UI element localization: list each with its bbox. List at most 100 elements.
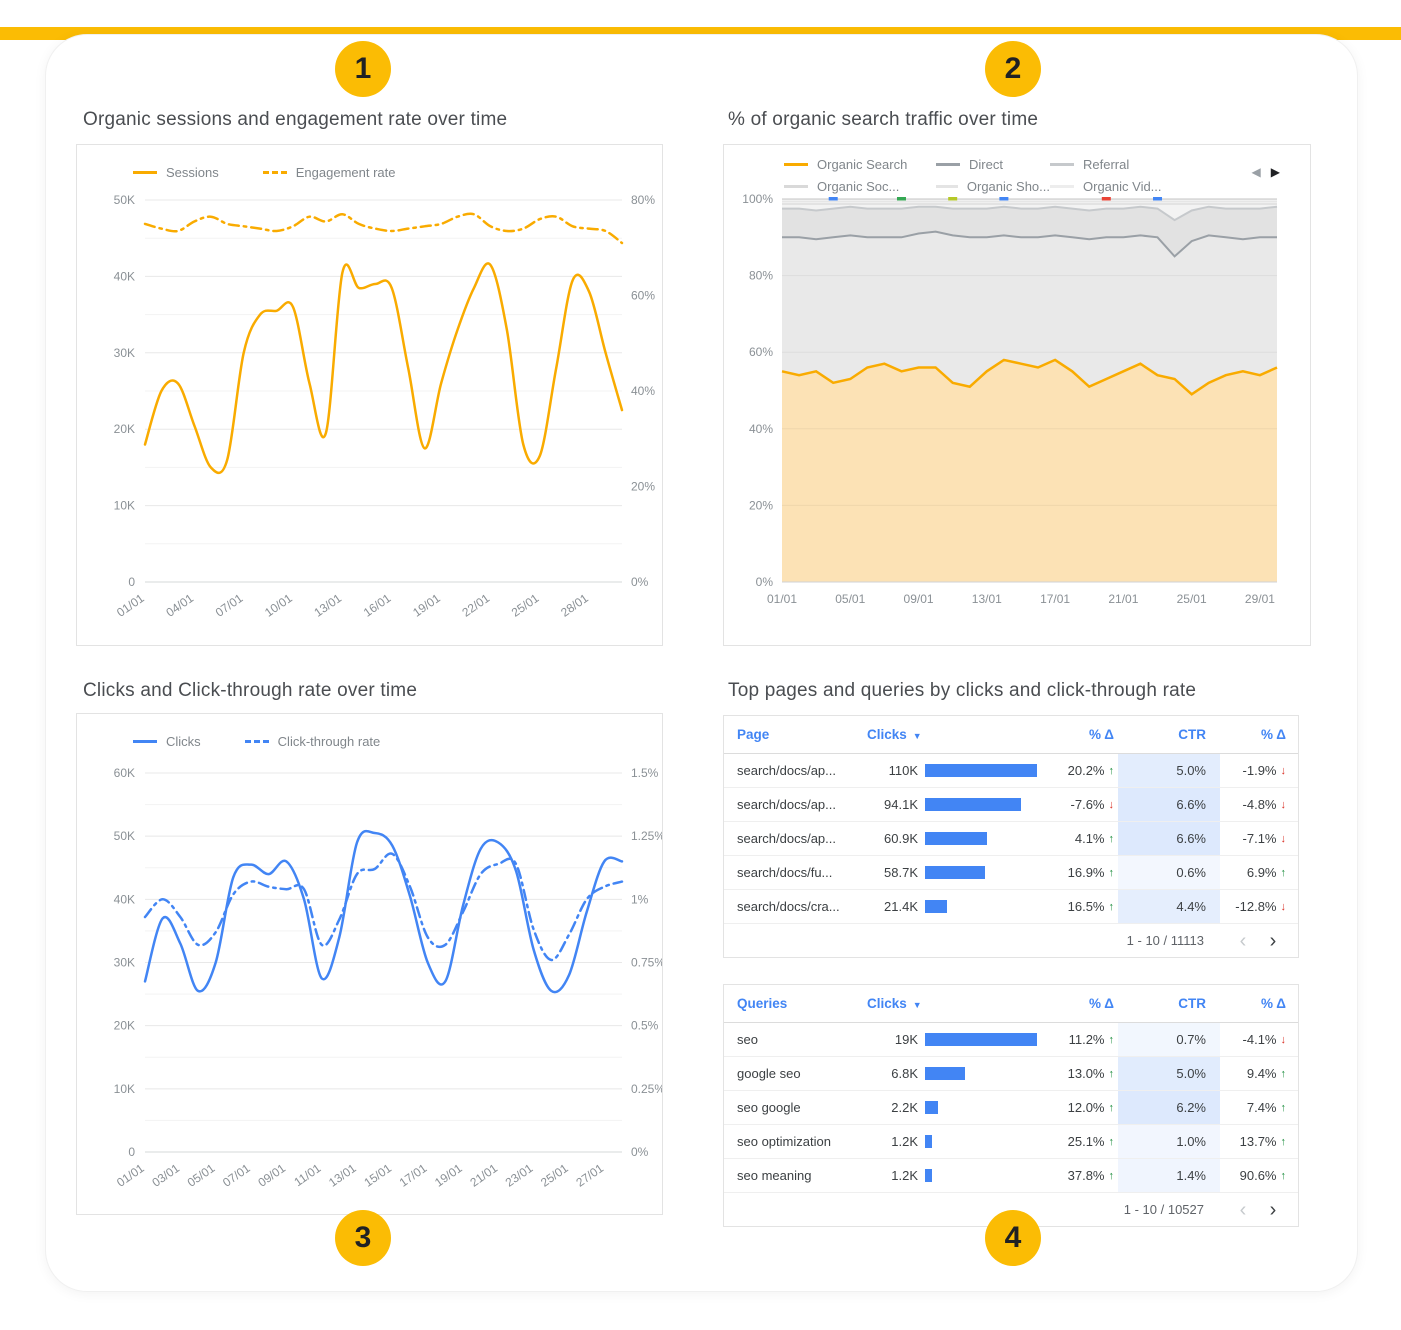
sort-desc-icon: ▼ bbox=[912, 731, 922, 741]
ctr-value: 6.6% bbox=[1118, 822, 1220, 855]
queries-table: Queries Clicks ▼ % Δ CTR % Δ seo 19K 11.2% ↑… bbox=[723, 984, 1299, 1227]
clicks-value: 94.1K bbox=[884, 797, 918, 812]
clicks-value: 1.2K bbox=[891, 1134, 918, 1149]
legend-label: Click-through rate bbox=[277, 734, 381, 749]
svg-text:19/01: 19/01 bbox=[410, 591, 443, 620]
legend-swatch-referral bbox=[1050, 163, 1074, 166]
svg-text:27/01: 27/01 bbox=[573, 1161, 606, 1190]
down-arrow-icon: ↓ bbox=[1280, 1033, 1287, 1046]
column-header-ctr[interactable]: CTR bbox=[1178, 996, 1206, 1011]
svg-text:100%: 100% bbox=[742, 192, 773, 206]
column-header-ctr-delta[interactable]: % Δ bbox=[1261, 996, 1286, 1011]
pagination-prev-icon[interactable]: ‹ bbox=[1239, 929, 1247, 952]
step-badge-3: 3 bbox=[335, 1210, 391, 1266]
row-label: seo bbox=[737, 1032, 758, 1047]
column-header-ctr[interactable]: CTR bbox=[1178, 727, 1206, 742]
row-label: seo optimization bbox=[737, 1134, 831, 1149]
ctr-value: 4.4% bbox=[1118, 890, 1220, 923]
pagination-label: 1 - 10 / 10527 bbox=[1123, 1202, 1204, 1217]
legend-prev-icon[interactable]: ◀ bbox=[1251, 165, 1261, 179]
ctr-delta: 9.4% ↑ bbox=[1246, 1066, 1286, 1081]
legend-label: Sessions bbox=[166, 165, 219, 180]
panel-title-sessions: Organic sessions and engagement rate ove… bbox=[83, 109, 508, 130]
table-row[interactable]: seo meaning 1.2K 37.8% ↑ 1.4% 90.6% ↑ bbox=[724, 1159, 1298, 1193]
clicks-value: 110K bbox=[888, 763, 918, 778]
legend-swatch-clicks bbox=[133, 740, 157, 743]
column-header-clicks-delta[interactable]: % Δ bbox=[1089, 996, 1114, 1011]
legend-item-referral: Referral bbox=[1050, 157, 1220, 172]
clicks-delta: 4.1% ↑ bbox=[1074, 831, 1115, 846]
svg-text:0%: 0% bbox=[756, 575, 774, 589]
table-row[interactable]: search/docs/ap... 60.9K 4.1% ↑ 6.6% -7.1% ↓ bbox=[724, 822, 1298, 856]
down-arrow-icon: ↓ bbox=[1108, 798, 1115, 811]
svg-text:60%: 60% bbox=[749, 345, 773, 359]
panel-title-tables: Top pages and queries by clicks and clic… bbox=[728, 680, 1197, 701]
ctr-delta: -4.8% ↓ bbox=[1242, 797, 1286, 812]
up-arrow-icon: ↑ bbox=[1108, 832, 1115, 845]
table-row[interactable]: search/docs/fu... 58.7K 16.9% ↑ 0.6% 6.9% ↑ bbox=[724, 856, 1298, 890]
svg-text:0.75%: 0.75% bbox=[631, 956, 662, 970]
up-arrow-icon: ↑ bbox=[1108, 1067, 1115, 1080]
column-header-queries[interactable]: Queries bbox=[737, 996, 788, 1011]
svg-text:21/01: 21/01 bbox=[467, 1161, 500, 1190]
ctr-value: 6.2% bbox=[1118, 1091, 1220, 1124]
svg-text:17/01: 17/01 bbox=[397, 1161, 430, 1190]
sort-desc-icon: ▼ bbox=[912, 1000, 922, 1010]
svg-text:80%: 80% bbox=[749, 269, 773, 283]
legend-item-organic-video: Organic Vid... bbox=[1050, 179, 1220, 194]
svg-text:22/01: 22/01 bbox=[460, 591, 493, 620]
legend-label: Direct bbox=[969, 157, 1003, 172]
legend-label: Organic Soc... bbox=[817, 179, 900, 194]
column-header-label: Clicks bbox=[867, 996, 907, 1011]
pagination-label: 1 - 10 / 11113 bbox=[1126, 933, 1204, 948]
column-header-clicks-delta[interactable]: % Δ bbox=[1089, 727, 1114, 742]
column-header-clicks[interactable]: Clicks ▼ bbox=[867, 727, 1040, 742]
svg-text:50K: 50K bbox=[114, 193, 135, 207]
svg-text:0.25%: 0.25% bbox=[631, 1082, 662, 1096]
clicks-value: 21.4K bbox=[884, 899, 918, 914]
ctr-value: 5.0% bbox=[1118, 1057, 1220, 1090]
column-header-clicks[interactable]: Clicks ▼ bbox=[867, 996, 1040, 1011]
up-arrow-icon: ↑ bbox=[1108, 1033, 1115, 1046]
up-arrow-icon: ↑ bbox=[1108, 1169, 1115, 1182]
traffic-stacked-area-chart[interactable]: 0% 20% 40% 60% 80% 100% 01/01 05/01 09/01 13/01 17… bbox=[724, 145, 1310, 645]
ctr-value: 1.4% bbox=[1118, 1159, 1220, 1192]
panel-title-traffic: % of organic search traffic over time bbox=[728, 109, 1039, 130]
svg-text:1%: 1% bbox=[631, 892, 649, 906]
column-header-ctr-delta[interactable]: % Δ bbox=[1261, 727, 1286, 742]
clicks-bar bbox=[922, 788, 1040, 821]
table-row[interactable]: search/docs/ap... 110K 20.2% ↑ 5.0% -1.9% ↓ bbox=[724, 754, 1298, 788]
table-row[interactable]: google seo 6.8K 13.0% ↑ 5.0% 9.4% ↑ bbox=[724, 1057, 1298, 1091]
ctr-delta: 90.6% ↑ bbox=[1239, 1168, 1286, 1183]
table-row[interactable]: search/docs/ap... 94.1K -7.6% ↓ 6.6% -4.8% ↓ bbox=[724, 788, 1298, 822]
clicks-bar bbox=[922, 890, 1040, 923]
ctr-delta: -1.9% ↓ bbox=[1242, 763, 1286, 778]
pagination-next-icon[interactable]: › bbox=[1269, 1198, 1277, 1221]
svg-text:13/01: 13/01 bbox=[972, 592, 1002, 606]
legend-swatch-organic-shopping bbox=[936, 185, 958, 188]
legend-next-icon[interactable]: ▶ bbox=[1270, 165, 1280, 179]
legend-swatch-direct bbox=[936, 163, 960, 166]
table-row[interactable]: seo optimization 1.2K 25.1% ↑ 1.0% 13.7% ↑ bbox=[724, 1125, 1298, 1159]
svg-text:40K: 40K bbox=[114, 892, 135, 906]
legend-swatch-organic-social bbox=[784, 185, 808, 188]
clicks-line-chart[interactable]: 0 10K 20K 30K 40K 50K 60K 0% 0.25% 0.5% 0.75% 1% 1.2… bbox=[77, 714, 662, 1214]
down-arrow-icon: ↓ bbox=[1280, 832, 1287, 845]
svg-text:20%: 20% bbox=[631, 480, 655, 494]
column-header-page[interactable]: Page bbox=[737, 727, 770, 742]
pagination-prev-icon[interactable]: ‹ bbox=[1239, 1198, 1247, 1221]
sessions-line-chart[interactable]: 0 10K 20K 30K 40K 50K 0% 20% 40% 60% 80% 01/01 04/01… bbox=[77, 145, 662, 645]
svg-text:0%: 0% bbox=[631, 575, 649, 589]
pagination-next-icon[interactable]: › bbox=[1269, 929, 1277, 952]
table-row[interactable]: seo 19K 11.2% ↑ 0.7% -4.1% ↓ bbox=[724, 1023, 1298, 1057]
ctr-value: 0.7% bbox=[1118, 1023, 1220, 1056]
up-arrow-icon: ↑ bbox=[1108, 1101, 1115, 1114]
table-row[interactable]: seo google 2.2K 12.0% ↑ 6.2% 7.4% ↑ bbox=[724, 1091, 1298, 1125]
traffic-chart-panel: Organic Search Direct Referral Organic S… bbox=[723, 144, 1311, 646]
svg-text:0%: 0% bbox=[631, 1145, 649, 1159]
down-arrow-icon: ↓ bbox=[1280, 900, 1287, 913]
table-row[interactable]: search/docs/cra... 21.4K 16.5% ↑ 4.4% -12.8% ↓ bbox=[724, 890, 1298, 924]
svg-text:28/01: 28/01 bbox=[558, 591, 591, 620]
svg-text:40K: 40K bbox=[114, 269, 135, 283]
clicks-chart-legend: Clicks Click-through rate bbox=[133, 734, 380, 749]
